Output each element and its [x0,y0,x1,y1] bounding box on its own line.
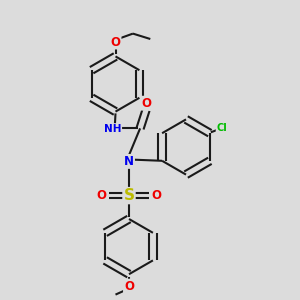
Text: O: O [124,280,134,293]
Text: N: N [124,155,134,168]
Text: O: O [110,35,121,49]
Text: NH: NH [104,124,121,134]
Text: O: O [96,189,106,202]
Text: Cl: Cl [217,123,227,133]
Text: S: S [124,188,134,203]
Text: O: O [142,97,152,110]
Text: O: O [152,189,162,202]
